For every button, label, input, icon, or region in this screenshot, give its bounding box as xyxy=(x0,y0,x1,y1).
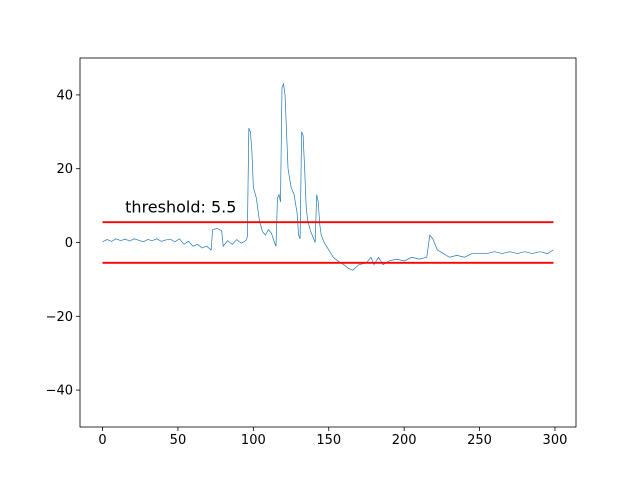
x-tick-label: 100 xyxy=(241,433,266,448)
y-tick-label: 40 xyxy=(56,88,73,103)
x-tick-label: 0 xyxy=(98,433,106,448)
data-line xyxy=(102,82,554,271)
y-tick-label: −40 xyxy=(46,384,73,399)
y-tick-label: 20 xyxy=(56,162,73,177)
x-tick-label: 50 xyxy=(170,433,187,448)
x-tick-label: 200 xyxy=(392,433,417,448)
annotation: threshold: 5.5 xyxy=(125,197,236,216)
x-tick-label: 300 xyxy=(543,433,568,448)
y-tick-label: 0 xyxy=(65,236,73,251)
x-tick-label: 150 xyxy=(316,433,341,448)
y-tick-label: −20 xyxy=(46,310,73,325)
plot-frame xyxy=(79,57,577,428)
x-tick-label: 250 xyxy=(467,433,492,448)
